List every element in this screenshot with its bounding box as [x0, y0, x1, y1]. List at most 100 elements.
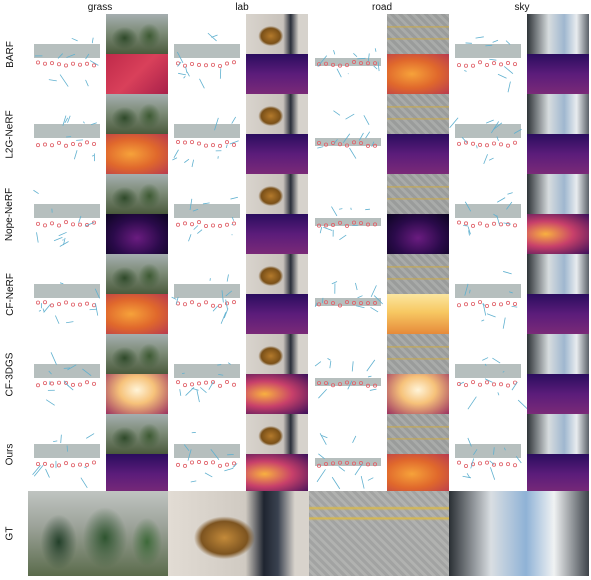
estimated-camera-frustum — [360, 475, 365, 489]
gt-camera-marker — [330, 301, 335, 306]
estimated-camera-frustum — [314, 302, 318, 307]
gt-camera-marker — [49, 463, 54, 468]
estimated-camera-frustum — [323, 226, 333, 231]
depth-render-barf-grass — [106, 54, 168, 94]
depth-render-barf-sky — [527, 54, 589, 94]
gt-camera-marker — [218, 303, 223, 308]
estimated-camera-frustum — [476, 145, 478, 149]
estimated-camera-frustum — [225, 290, 233, 297]
estimated-camera-frustum — [507, 81, 511, 93]
estimated-camera-frustum — [43, 303, 51, 313]
rgb-render-ours-road — [387, 414, 449, 454]
estimated-camera-frustum — [339, 234, 347, 241]
gt-camera-marker — [456, 220, 461, 225]
pose-trajectory-svg — [172, 116, 240, 168]
gt-camera-marker — [85, 380, 90, 385]
gt-camera-marker — [485, 223, 490, 228]
estimated-camera-frustum — [492, 39, 499, 43]
pose-trajectory-svg — [455, 36, 521, 93]
depth-render-cf-nerf-grass — [106, 294, 168, 334]
column-header-lab: lab — [235, 2, 249, 13]
rgb-render-barf-sky — [527, 14, 589, 54]
gt-camera-marker — [337, 303, 342, 308]
gt-camera-marker — [35, 383, 40, 388]
column-header-road: road — [371, 2, 392, 13]
gt-camera-marker — [182, 221, 187, 226]
gt-camera-marker — [204, 300, 209, 305]
estimated-camera-frustum — [502, 370, 505, 373]
estimated-camera-frustum — [493, 213, 498, 218]
estimated-camera-frustum — [316, 469, 326, 483]
gt-camera-marker — [92, 460, 97, 465]
gt-camera-marker — [359, 301, 364, 306]
estimated-camera-frustum — [54, 315, 60, 324]
estimated-camera-frustum — [496, 215, 500, 226]
depth-render-barf-lab — [246, 54, 308, 94]
gt-camera-marker — [337, 220, 342, 225]
estimated-camera-frustum — [508, 291, 513, 294]
rgb-render-cf-nerf-road — [387, 254, 449, 294]
estimated-camera-frustum — [66, 53, 76, 58]
estimated-camera-frustum — [204, 472, 213, 478]
pose-trajectory-svg — [174, 362, 240, 403]
gt-camera-marker — [345, 460, 350, 465]
gt-camera-marker — [373, 61, 378, 66]
gt-camera-marker — [506, 383, 511, 388]
gt-camera-marker — [196, 302, 201, 307]
estimated-camera-frustum — [42, 308, 45, 312]
gt-camera-marker — [56, 302, 61, 307]
estimated-camera-frustum — [191, 159, 195, 168]
gt-camera-marker — [85, 301, 90, 306]
gt-camera-marker — [373, 383, 378, 388]
rgb-render-barf-grass — [106, 14, 168, 54]
gt-camera-marker — [71, 302, 76, 307]
gt-camera-marker — [56, 223, 61, 228]
estimated-camera-frustum — [490, 467, 496, 480]
gt-camera-marker — [92, 303, 97, 308]
estimated-camera-frustum — [496, 136, 499, 142]
estimated-camera-frustum — [78, 215, 82, 223]
estimated-camera-frustum — [347, 73, 349, 75]
pose-plot-l2g-nerf-lab — [168, 94, 246, 174]
gt-camera-marker — [71, 222, 76, 227]
gt-camera-marker — [470, 63, 475, 68]
estimated-camera-frustum — [483, 154, 488, 165]
estimated-camera-frustum — [319, 226, 323, 234]
rgb-render-barf-lab — [246, 14, 308, 54]
estimated-camera-frustum — [189, 198, 193, 210]
point-cloud — [174, 204, 240, 218]
estimated-camera-frustum — [321, 297, 324, 304]
gt-camera-marker — [485, 380, 490, 385]
gt-camera-marker — [92, 63, 97, 68]
depth-render-nope-nerf-grass — [106, 214, 168, 254]
estimated-camera-frustum — [73, 150, 78, 160]
gt-camera-marker — [56, 62, 61, 67]
gt-camera-marker — [323, 223, 328, 228]
estimated-camera-frustum — [370, 285, 377, 298]
gt-camera-marker — [42, 381, 47, 386]
estimated-camera-frustum — [49, 380, 51, 385]
gt-camera-marker — [366, 222, 371, 227]
gt-camera-marker — [492, 302, 497, 307]
estimated-camera-frustum — [183, 75, 186, 79]
gt-camera-marker — [513, 301, 518, 306]
gt-camera-marker — [211, 143, 216, 148]
gt-image-road — [309, 491, 449, 576]
gt-camera-marker — [506, 300, 511, 305]
gt-camera-marker — [196, 220, 201, 225]
pose-trajectory-svg — [174, 196, 240, 242]
gt-camera-marker — [92, 381, 97, 386]
point-cloud — [455, 204, 521, 218]
estimated-camera-frustum — [59, 74, 69, 87]
gt-camera-marker — [232, 142, 237, 147]
gt-camera-marker — [204, 461, 209, 466]
gt-camera-marker — [211, 303, 216, 308]
rgb-render-nope-nerf-lab — [246, 174, 308, 214]
depth-render-cf-3dgs-sky — [527, 374, 589, 414]
pose-trajectory-svg — [314, 358, 381, 399]
estimated-camera-frustum — [327, 358, 331, 361]
depth-render-cf-3dgs-road — [387, 374, 449, 414]
gt-camera-marker — [345, 63, 350, 68]
gt-camera-marker — [189, 140, 194, 145]
depth-render-cf-3dgs-lab — [246, 374, 308, 414]
